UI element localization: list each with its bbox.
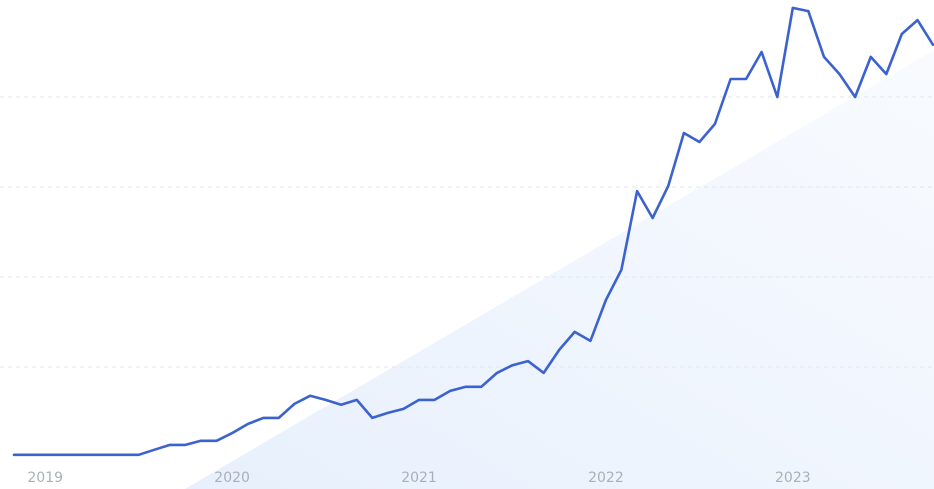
x-tick-label: 2023 — [775, 470, 811, 486]
x-tick-label: 2021 — [401, 470, 437, 486]
x-tick-label: 2019 — [27, 470, 63, 486]
background-wedge — [185, 50, 934, 489]
x-tick-label: 2022 — [588, 470, 624, 486]
data-line — [12, 6, 934, 457]
x-tick-label: 2020 — [214, 470, 250, 486]
